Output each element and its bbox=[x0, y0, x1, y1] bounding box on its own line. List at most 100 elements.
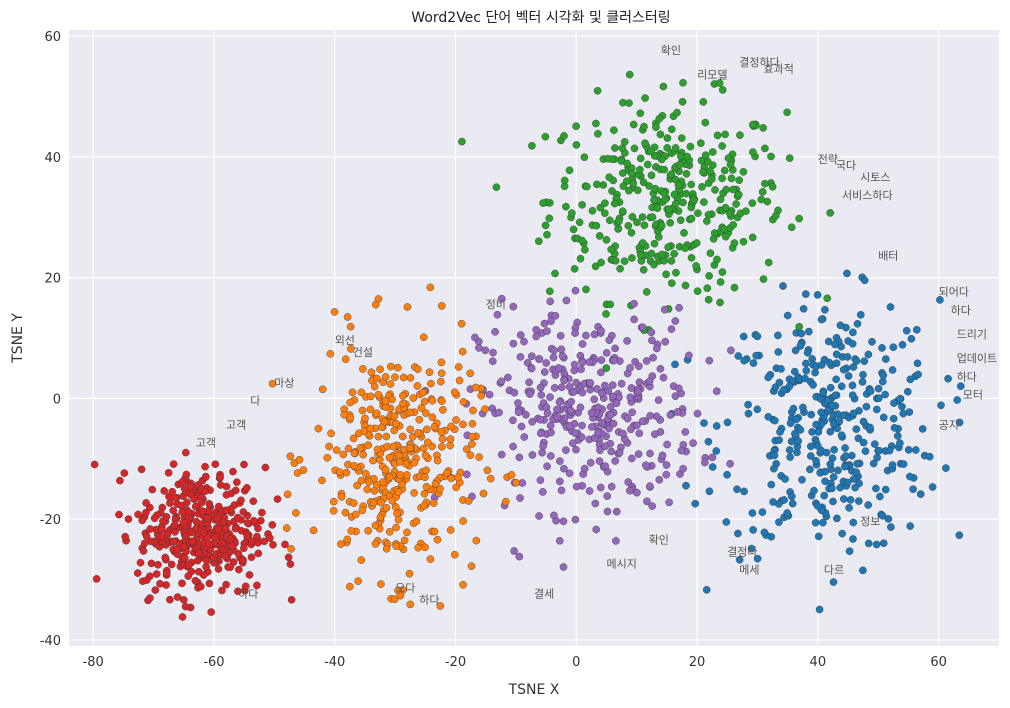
scatter-point bbox=[618, 207, 627, 215]
scatter-point bbox=[807, 410, 816, 419]
scatter-point bbox=[239, 544, 248, 553]
scatter-point bbox=[403, 528, 411, 537]
scatter-point bbox=[575, 218, 584, 227]
scatter-point bbox=[509, 442, 517, 451]
scatter-point bbox=[537, 391, 546, 399]
scatter-point bbox=[226, 535, 235, 543]
scatter-point bbox=[617, 379, 626, 388]
scatter-point bbox=[577, 365, 585, 374]
scatter-point bbox=[380, 417, 389, 426]
scatter-point bbox=[309, 526, 318, 535]
scatter-point bbox=[788, 499, 797, 508]
scatter-point bbox=[371, 540, 380, 548]
scatter-point bbox=[414, 429, 422, 437]
scatter-point bbox=[179, 519, 188, 527]
scatter-point bbox=[565, 382, 574, 391]
scatter-point bbox=[791, 346, 800, 355]
scatter-point bbox=[520, 337, 528, 346]
word-label: 메세 bbox=[739, 564, 759, 577]
scatter-point bbox=[957, 382, 965, 391]
scatter-point bbox=[770, 464, 778, 473]
scatter-point bbox=[881, 390, 889, 399]
scatter-point bbox=[200, 487, 209, 496]
scatter-points bbox=[90, 70, 965, 621]
scatter-point bbox=[662, 461, 671, 469]
scatter-point bbox=[726, 160, 735, 169]
scatter-point bbox=[783, 509, 792, 517]
scatter-point bbox=[403, 303, 412, 311]
scatter-point bbox=[218, 539, 226, 547]
scatter-point bbox=[740, 487, 748, 496]
word-label: 드리기 bbox=[957, 328, 987, 341]
scatter-point bbox=[944, 374, 952, 383]
scatter-point bbox=[879, 371, 888, 380]
scatter-point bbox=[585, 358, 594, 366]
scatter-point bbox=[547, 317, 555, 325]
scatter-point bbox=[651, 430, 659, 439]
scatter-point bbox=[254, 549, 263, 558]
scatter-point bbox=[906, 472, 914, 481]
scatter-point bbox=[419, 388, 427, 397]
scatter-point bbox=[550, 384, 559, 392]
scatter-point bbox=[560, 132, 568, 140]
scatter-point bbox=[673, 108, 681, 117]
scatter-point bbox=[718, 86, 727, 94]
scatter-point bbox=[592, 119, 600, 128]
scatter-point bbox=[222, 491, 231, 499]
scatter-point bbox=[221, 525, 230, 533]
scatter-point bbox=[886, 303, 895, 311]
scatter-point bbox=[718, 174, 726, 183]
scatter-point bbox=[410, 458, 419, 467]
scatter-point bbox=[736, 131, 744, 139]
scatter-point bbox=[523, 358, 532, 367]
scatter-point bbox=[222, 506, 230, 515]
scatter-point bbox=[639, 265, 648, 274]
scatter-point bbox=[942, 464, 950, 472]
scatter-point bbox=[509, 339, 518, 348]
scatter-point bbox=[372, 480, 381, 489]
scatter-point bbox=[578, 236, 586, 245]
scatter-point bbox=[247, 537, 256, 545]
scatter-point bbox=[219, 518, 227, 526]
scatter-point bbox=[826, 427, 835, 436]
scatter-point bbox=[231, 524, 240, 533]
scatter-point bbox=[187, 528, 195, 537]
scatter-point bbox=[716, 298, 724, 307]
scatter-point bbox=[241, 582, 250, 591]
scatter-point bbox=[239, 508, 248, 516]
scatter-point bbox=[828, 484, 836, 493]
scatter-point bbox=[191, 576, 200, 585]
scatter-point bbox=[186, 482, 195, 491]
scatter-point bbox=[569, 388, 578, 396]
scatter-point bbox=[704, 295, 713, 304]
scatter-point bbox=[836, 321, 845, 330]
scatter-point bbox=[403, 471, 411, 479]
scatter-point bbox=[712, 387, 721, 396]
scatter-point bbox=[226, 563, 234, 572]
scatter-point bbox=[656, 364, 665, 373]
scatter-point bbox=[875, 394, 883, 403]
scatter-point bbox=[240, 460, 248, 469]
scatter-point bbox=[844, 372, 853, 380]
scatter-point bbox=[560, 464, 568, 473]
scatter-point bbox=[721, 232, 730, 241]
scatter-point bbox=[576, 254, 585, 263]
scatter-point bbox=[597, 258, 605, 267]
scatter-point bbox=[286, 452, 295, 461]
scatter-point bbox=[913, 325, 921, 334]
scatter-point bbox=[512, 478, 520, 487]
scatter-point bbox=[247, 553, 256, 562]
scatter-point bbox=[806, 465, 814, 474]
scatter-point bbox=[830, 420, 838, 428]
scatter-point bbox=[583, 182, 591, 191]
scatter-point bbox=[340, 410, 349, 419]
scatter-point bbox=[708, 175, 716, 183]
scatter-point bbox=[359, 365, 367, 373]
scatter-point bbox=[913, 359, 922, 368]
scatter-point bbox=[679, 198, 687, 207]
scatter-point bbox=[888, 366, 897, 374]
scatter-point bbox=[636, 165, 644, 174]
scatter-point bbox=[881, 485, 890, 494]
scatter-point bbox=[685, 351, 693, 360]
scatter-point bbox=[635, 362, 643, 371]
